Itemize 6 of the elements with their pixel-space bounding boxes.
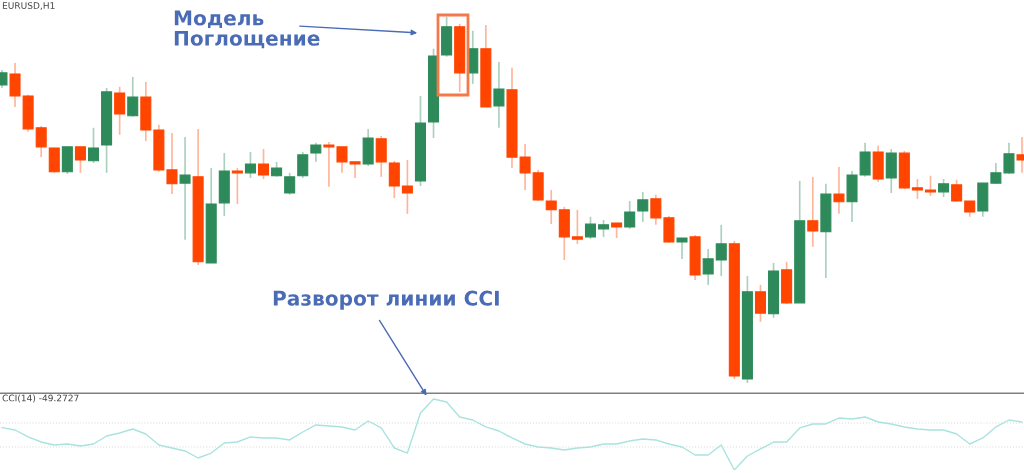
candlestick (964, 200, 976, 218)
chart-title: EURUSD,H1 (2, 2, 55, 10)
annotation: Модель Поглощение (174, 10, 320, 49)
chart-title: CCI(14) -49.2727 (2, 394, 79, 403)
candlestick (48, 147, 60, 174)
annotation: Разворот линии CCI (273, 290, 499, 310)
